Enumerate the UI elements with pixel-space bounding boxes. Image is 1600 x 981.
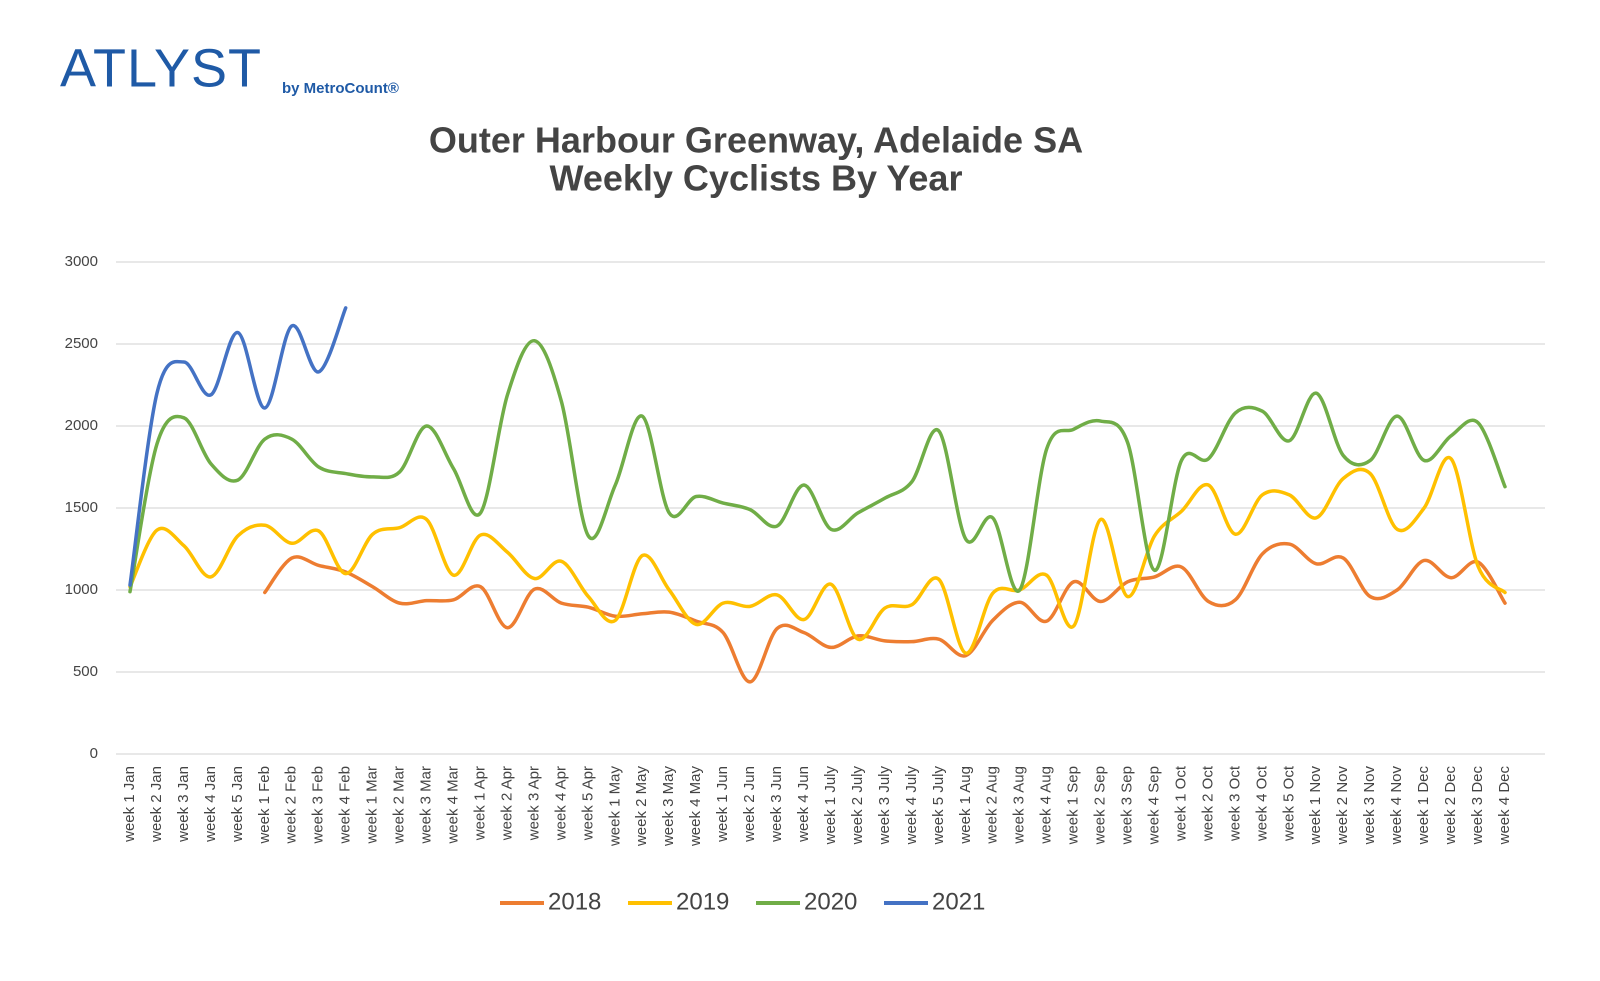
legend-label: 2019 — [676, 888, 729, 915]
y-tick-label: 2000 — [65, 417, 98, 434]
x-tick-label: week 2 July — [849, 766, 866, 846]
x-tick-label: week 2 Feb — [283, 766, 300, 845]
x-tick-label: week 4 Jan — [202, 766, 219, 843]
x-tick-label: week 1 Dec — [1415, 766, 1432, 846]
x-tick-label: week 5 Jan — [229, 766, 246, 843]
x-tick-label: week 3 Apr — [525, 766, 542, 841]
x-tick-label: week 2 Apr — [498, 766, 515, 841]
x-tick-label: week 3 May — [660, 766, 677, 848]
x-tick-label: week 3 Dec — [1469, 766, 1486, 846]
x-tick-label: week 3 Nov — [1361, 766, 1378, 846]
x-tick-label: week 4 Dec — [1496, 766, 1513, 846]
x-tick-label: week 1 Apr — [471, 766, 488, 841]
x-tick-label: week 4 Oct — [1253, 765, 1270, 842]
x-tick-label: week 3 Jun — [768, 766, 785, 843]
x-tick-label: week 3 Feb — [310, 766, 327, 845]
x-tick-label: week 3 Aug — [1011, 766, 1028, 845]
series-line — [128, 306, 348, 587]
x-tick-label: week 4 May — [687, 766, 704, 848]
y-tick-label: 0 — [90, 745, 98, 762]
x-tick-label: week 4 Nov — [1388, 766, 1405, 846]
chart-title: Outer Harbour Greenway, Adelaide SA — [429, 120, 1083, 161]
x-tick-label: week 3 Mar — [418, 766, 435, 845]
x-tick-label: week 4 Apr — [552, 766, 569, 841]
x-tick-label: week 1 Mar — [364, 766, 381, 845]
legend-label: 2020 — [804, 888, 857, 915]
x-tick-label: week 2 Nov — [1334, 766, 1351, 846]
y-tick-label: 3000 — [65, 253, 98, 270]
x-tick-label: week 4 Sep — [1145, 766, 1162, 845]
x-tick-label: week 2 Mar — [391, 766, 408, 845]
x-tick-label: week 3 July — [876, 766, 893, 846]
x-tick-label: week 5 Apr — [579, 766, 596, 841]
x-tick-label: week 4 Feb — [337, 766, 354, 845]
legend-label: 2018 — [548, 888, 601, 915]
y-tick-label: 1000 — [65, 581, 98, 598]
x-tick-label: week 2 Jun — [741, 766, 758, 843]
x-tick-label: week 1 Sep — [1065, 766, 1082, 845]
x-tick-label: week 2 Sep — [1092, 766, 1109, 845]
x-tick-label: week 2 Dec — [1442, 766, 1459, 846]
x-tick-label: week 2 May — [633, 766, 650, 848]
x-tick-label: week 1 Feb — [256, 766, 273, 845]
x-tick-label: week 3 Sep — [1119, 766, 1136, 845]
x-tick-label: week 1 Jun — [714, 766, 731, 843]
x-tick-label: week 4 July — [903, 766, 920, 846]
y-tick-label: 500 — [73, 663, 98, 680]
x-tick-label: week 5 Oct — [1280, 765, 1297, 842]
x-tick-label: week 1 Aug — [957, 766, 974, 845]
series-line — [263, 541, 1507, 684]
legend-label: 2021 — [932, 888, 985, 915]
series-line — [128, 455, 1507, 655]
x-tick-label: week 3 Oct — [1226, 765, 1243, 842]
x-tick-label: week 2 Aug — [984, 766, 1001, 845]
x-tick-label: week 5 July — [930, 766, 947, 846]
logo-brand: ATLYST — [60, 38, 262, 98]
x-tick-label: week 1 July — [822, 766, 839, 846]
x-tick-label: week 1 Oct — [1172, 765, 1189, 842]
chart-subtitle: Weekly Cyclists By Year — [550, 158, 963, 199]
y-tick-label: 1500 — [65, 499, 98, 516]
logo-byline: by MetroCount® — [282, 80, 399, 97]
x-tick-label: week 4 Aug — [1038, 766, 1055, 845]
x-tick-label: week 4 Mar — [444, 766, 461, 845]
x-tick-label: week 1 Jan — [121, 766, 138, 843]
x-tick-label: week 1 May — [606, 766, 623, 848]
x-tick-label: week 2 Oct — [1199, 765, 1216, 842]
x-tick-label: week 4 Jun — [795, 766, 812, 843]
x-tick-label: week 2 Jan — [148, 766, 165, 843]
series-line — [128, 338, 1507, 594]
x-tick-label: week 1 Nov — [1307, 766, 1324, 846]
x-tick-label: week 3 Jan — [175, 766, 192, 843]
y-tick-label: 2500 — [65, 335, 98, 352]
